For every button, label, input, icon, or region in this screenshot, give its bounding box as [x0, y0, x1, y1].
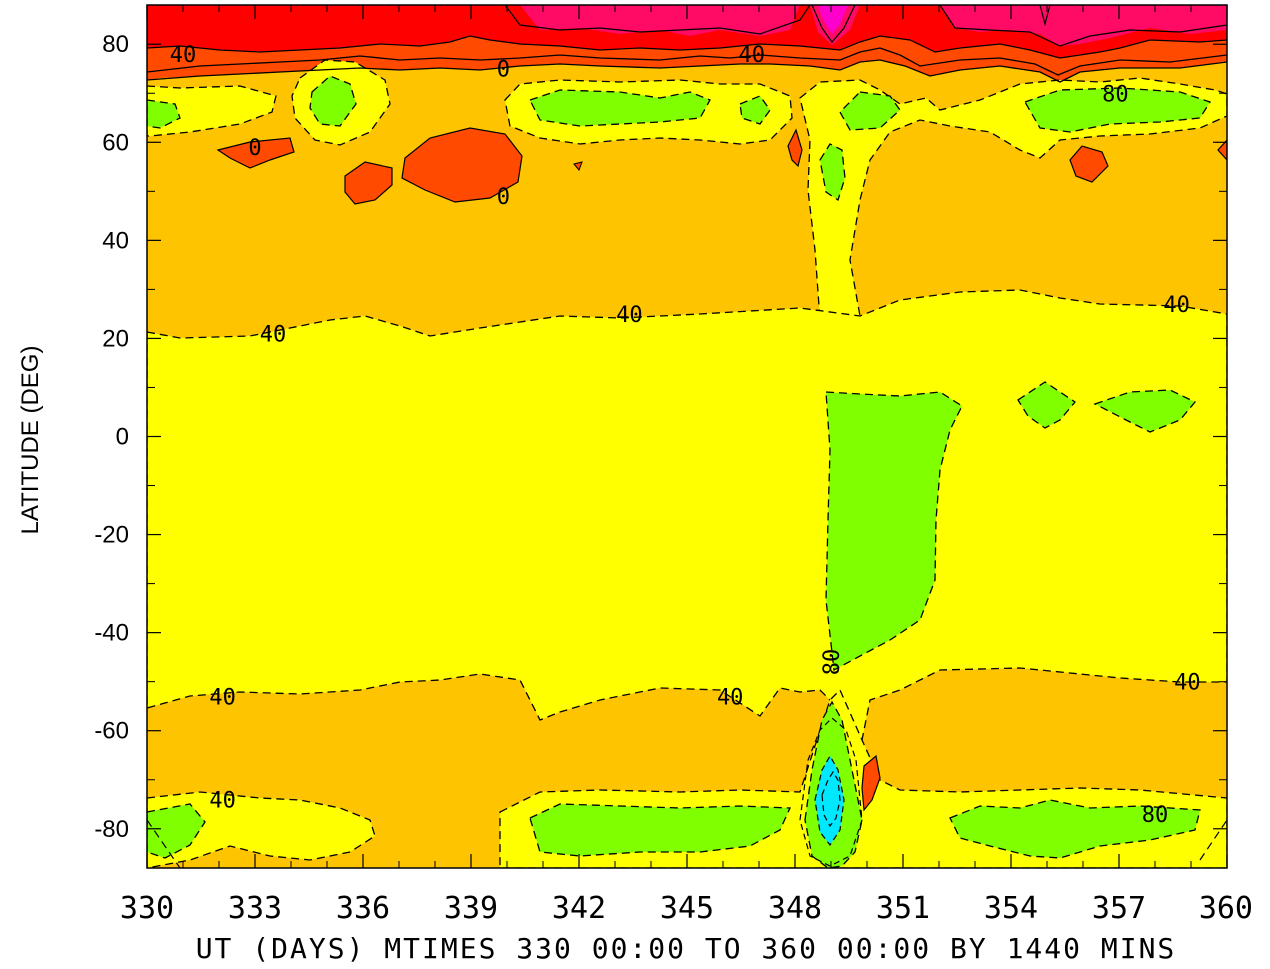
orangered-blob-348 [787, 128, 803, 168]
green-region-equator [825, 391, 963, 672]
x-tick-label: 333 [228, 891, 282, 926]
contour-line-0-north [147, 47, 1227, 76]
y-tick-label: -40 [94, 620, 129, 647]
green-region-335 [309, 75, 357, 127]
pink-region-3 [940, 5, 1227, 46]
orangered-blob-333 [216, 137, 295, 169]
green-blob-354 [1017, 381, 1076, 429]
contour-labels: 40 0 40 80 0 0 40 40 40 80 40 40 40 40 80 [170, 43, 1201, 828]
x-tick-label: 339 [444, 891, 498, 926]
orangered-blob-336 [344, 161, 393, 205]
contour-label: 0 [497, 185, 510, 210]
x-tick-label: 354 [984, 891, 1038, 926]
x-tick-label: 351 [876, 891, 930, 926]
contour-line-bottom-left [147, 819, 181, 868]
x-tick-label: 336 [336, 891, 390, 926]
x-axis-label: UT (DAYS) MTIMES 330 00:00 TO 360 00:00 … [196, 932, 1177, 965]
contour-label: 80 [1142, 803, 1169, 828]
contour-line-bottom-right [1199, 819, 1227, 861]
contour-label: 80 [1102, 82, 1129, 107]
contour-label: 40 [260, 323, 287, 348]
green-region-north-2 [739, 95, 771, 125]
yellow-middle-band [147, 289, 1227, 742]
contour-label: 40 [1174, 671, 1201, 696]
yellow-blob-nw [147, 85, 277, 137]
contour-line-north-inner-2 [504, 5, 811, 35]
y-tick-label: 80 [102, 31, 129, 58]
contour-line-magenta-2 [1039, 5, 1051, 27]
contour-label: 40 [717, 685, 744, 710]
contour-line-north-inner-3 [939, 5, 1227, 47]
contour-label: 40 [209, 788, 236, 813]
orangered-blob-339 [401, 127, 523, 203]
contour-label: 80 [820, 649, 845, 676]
x-axis: 330 333 336 339 342 345 348 351 354 357 360 [120, 5, 1253, 926]
contour-line-magenta [811, 5, 856, 43]
orangered-blob-360 [1217, 139, 1227, 161]
orangered-speck [573, 161, 583, 171]
green-bottom-right [949, 799, 1201, 859]
contour-label: 40 [616, 303, 643, 328]
y-axis-label: LATITUDE (DEG) [17, 346, 44, 535]
cyan-inner-contour-2 [821, 770, 841, 828]
contour-line-40-north [147, 59, 1227, 83]
x-tick-label: 360 [1199, 891, 1253, 926]
green-blob-357 [1093, 389, 1197, 433]
contour-label: 0 [497, 58, 510, 83]
x-tick-label: 330 [120, 891, 174, 926]
contour-label: 40 [739, 43, 766, 68]
green-region-north-1 [529, 89, 711, 127]
orangered-blob-356 [1069, 145, 1109, 183]
green-region-neck [819, 143, 846, 202]
y-tick-label: 40 [102, 227, 129, 254]
magenta-region [818, 5, 848, 34]
green-region-nw [147, 99, 181, 129]
green-region-north-4 [1024, 87, 1211, 133]
contour-label: 0 [248, 136, 261, 161]
orangered-blob-349 [861, 754, 881, 812]
green-bottom-mid [529, 803, 791, 857]
green-bottom-left [147, 803, 206, 859]
green-region-north-3 [839, 91, 901, 131]
y-tick-label: 60 [102, 129, 129, 156]
y-axis: 80 60 40 20 0 -20 -40 -60 -80 [94, 31, 1227, 843]
contour-label: 40 [1163, 293, 1190, 318]
contour-line-inner-north [147, 35, 1227, 59]
cyan-inner-contour [799, 717, 863, 867]
x-tick-label: 357 [1092, 891, 1146, 926]
y-tick-label: -80 [94, 816, 129, 843]
yellow-bottom-band [147, 791, 376, 868]
contour-label: 40 [209, 685, 236, 710]
y-tick-label: -20 [94, 522, 129, 549]
contour-label: 40 [170, 43, 197, 68]
x-tick-label: 348 [768, 891, 822, 926]
x-tick-label: 345 [660, 891, 714, 926]
y-tick-label: 20 [102, 325, 129, 352]
y-tick-label: -60 [94, 718, 129, 745]
x-tick-label: 342 [552, 891, 606, 926]
y-tick-label: 0 [116, 424, 129, 451]
